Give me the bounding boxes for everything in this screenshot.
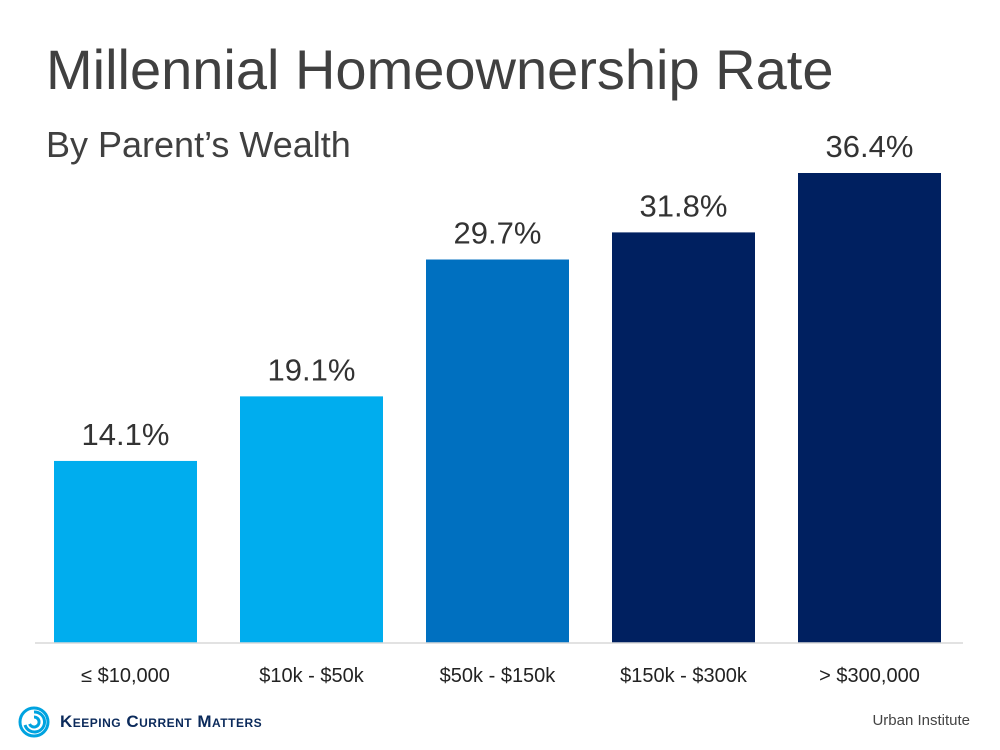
chart-subtitle: By Parent’s Wealth bbox=[46, 124, 351, 165]
source-credit: Urban Institute bbox=[872, 712, 970, 729]
bar-4 bbox=[612, 232, 755, 643]
bar-value-label-5: 36.4% bbox=[826, 129, 914, 164]
bar-3 bbox=[426, 259, 569, 643]
swirl-logo-icon bbox=[18, 706, 50, 738]
x-tick-label-2: $10k - $50k bbox=[259, 665, 365, 687]
bar-value-label-1: 14.1% bbox=[82, 417, 170, 452]
chart-title: Millennial Homeownership Rate bbox=[46, 38, 834, 101]
bar-chart: 14.1% 19.1% 29.7% 31.8% 36.4% ≤ $10,000 $10k … bbox=[35, 129, 963, 687]
brand-name: Keeping Current Matters bbox=[60, 712, 263, 731]
x-tick-label-5: > $300,000 bbox=[819, 665, 920, 687]
x-tick-label-3: $50k - $150k bbox=[440, 665, 557, 687]
bars-group bbox=[54, 173, 941, 643]
bar-value-label-3: 29.7% bbox=[454, 216, 542, 251]
bar-value-label-2: 19.1% bbox=[268, 352, 356, 387]
bar-value-label-4: 31.8% bbox=[640, 188, 728, 223]
x-tick-label-1: ≤ $10,000 bbox=[81, 665, 170, 687]
bar-5 bbox=[798, 173, 941, 643]
bar-2 bbox=[240, 396, 383, 643]
brand-footer: Keeping Current Matters bbox=[18, 705, 262, 739]
bar-1 bbox=[54, 460, 197, 643]
x-tick-label-4: $150k - $300k bbox=[620, 665, 748, 687]
tick-labels-group: ≤ $10,000 $10k - $50k $50k - $150k $150k - … bbox=[81, 665, 920, 687]
value-labels-group: 14.1% 19.1% 29.7% 31.8% 36.4% bbox=[82, 129, 914, 452]
